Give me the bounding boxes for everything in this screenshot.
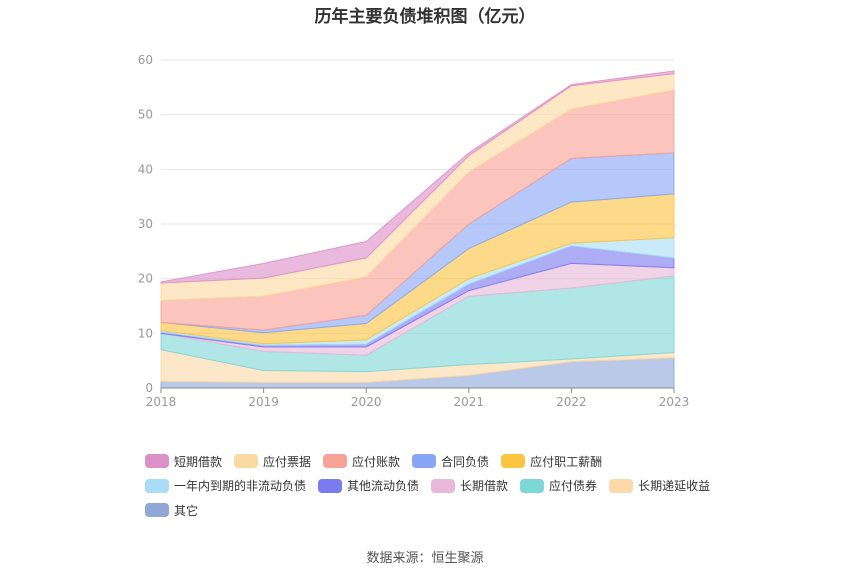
y-tick-label: 30 [138, 217, 153, 231]
legend-item[interactable]: 长期借款 [431, 477, 508, 494]
legend-item[interactable]: 应付债券 [520, 477, 597, 494]
legend-item[interactable]: 其他流动负债 [318, 477, 419, 494]
x-tick-label: 2023 [659, 395, 690, 409]
x-tick-label: 2022 [556, 395, 587, 409]
legend-item[interactable]: 应付票据 [234, 453, 311, 470]
legend-label: 长期借款 [460, 479, 509, 494]
legend-swatch [520, 478, 545, 493]
legend-row: 短期借款 应付票据 应付账款 合同负债 应付职工薪酬 [145, 449, 745, 474]
legend-label: 其它 [174, 503, 199, 518]
legend-label: 长期递延收益 [638, 479, 711, 494]
legend-row: 一年内到期的非流动负债 其他流动负债 长期借款 应付债券 长期递延收益 [145, 474, 745, 499]
x-tick-label: 2020 [351, 395, 382, 409]
legend-swatch [145, 478, 169, 493]
y-tick-label: 50 [138, 108, 153, 122]
legend-label: 一年内到期的非流动负债 [174, 479, 307, 494]
legend-label: 合同负债 [441, 454, 490, 469]
legend-swatch [412, 454, 437, 469]
y-tick-label: 0 [145, 381, 153, 395]
x-tick-label: 2021 [454, 395, 485, 409]
legend-swatch [323, 454, 348, 469]
legend: 短期借款 应付票据 应付账款 合同负债 应付职工薪酬一年内到期的非流动负债 其他流动负债 长… [145, 449, 745, 523]
legend-swatch [145, 503, 169, 518]
legend-label: 应付账款 [352, 454, 401, 469]
chart-title: 历年主要负债堆积图（亿元） [314, 7, 536, 27]
y-tick-label: 10 [138, 326, 153, 340]
legend-row: 其它 [145, 498, 745, 523]
legend-item[interactable]: 长期递延收益 [609, 477, 710, 494]
legend-swatch [318, 478, 343, 493]
legend-label: 应付票据 [263, 454, 312, 469]
x-tick-label: 2019 [248, 395, 279, 409]
y-tick-label: 40 [138, 162, 153, 176]
legend-label: 应付职工薪酬 [530, 454, 603, 469]
legend-label: 其他流动负债 [347, 479, 420, 494]
legend-label: 短期借款 [174, 454, 223, 469]
legend-item[interactable]: 应付职工薪酬 [501, 453, 602, 470]
legend-item[interactable]: 应付账款 [323, 453, 400, 470]
legend-label: 应付债券 [549, 479, 598, 494]
y-tick-label: 20 [138, 272, 153, 286]
legend-swatch [609, 478, 634, 493]
legend-item[interactable]: 短期借款 [145, 453, 222, 470]
y-tick-label: 60 [138, 53, 153, 67]
legend-swatch [431, 478, 456, 493]
legend-item[interactable]: 其它 [145, 502, 198, 519]
legend-swatch [234, 454, 259, 469]
axes: 0 10 20 30 40 50 60 2018 2019 2020 2021 2022 2023 [138, 53, 690, 409]
series-area-短期借款 [160, 70, 675, 284]
legend-item[interactable]: 一年内到期的非流动负债 [145, 477, 306, 494]
x-tick-label: 2018 [146, 395, 177, 409]
source-note: 数据来源：恒生聚源 [366, 551, 484, 566]
legend-item[interactable]: 合同负债 [412, 453, 489, 470]
stacked-areas [160, 70, 675, 389]
legend-swatch [145, 454, 169, 469]
legend-swatch [501, 454, 526, 469]
